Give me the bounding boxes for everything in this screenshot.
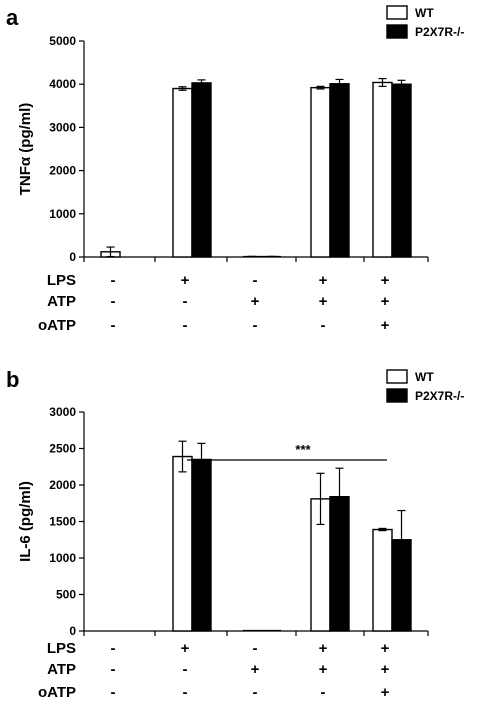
condition-mark: - <box>183 661 188 678</box>
bar-wt <box>172 87 193 258</box>
y-axis-label: TNFα (pg/ml) <box>17 103 34 196</box>
condition-mark: - <box>183 317 188 334</box>
y-tick-label: 0 <box>69 250 76 264</box>
bar-p2x7r-ko <box>191 82 212 258</box>
condition-mark: + <box>181 272 190 289</box>
condition-mark: - <box>111 684 116 701</box>
condition-name: ATP <box>47 293 76 310</box>
bar-p2x7r-ko <box>191 458 212 632</box>
condition-mark: - <box>253 640 258 657</box>
condition-mark: + <box>381 272 390 289</box>
y-tick-label: 1500 <box>49 515 76 529</box>
condition-mark: + <box>181 640 190 657</box>
legend-swatch <box>386 369 408 384</box>
condition-mark: + <box>381 640 390 657</box>
bar-wt <box>172 455 193 632</box>
y-tick-label: 0 <box>69 624 76 638</box>
condition-mark: + <box>319 293 328 310</box>
y-tick-label: 4000 <box>49 77 76 91</box>
condition-mark: + <box>381 317 390 334</box>
panel-letter: b <box>6 367 19 392</box>
legend-label: P2X7R-/- <box>415 25 464 39</box>
legend-label: WT <box>415 6 434 20</box>
condition-mark: - <box>111 293 116 310</box>
condition-mark: + <box>319 661 328 678</box>
condition-mark: - <box>321 317 326 334</box>
condition-mark: - <box>183 684 188 701</box>
legend-label: WT <box>415 370 434 384</box>
condition-mark: - <box>111 661 116 678</box>
bar-wt <box>372 81 393 258</box>
y-tick-label: 1000 <box>49 207 76 221</box>
y-tick-label: 3000 <box>49 120 76 134</box>
condition-mark: - <box>183 293 188 310</box>
condition-mark: - <box>111 272 116 289</box>
legend-swatch <box>386 24 408 39</box>
bar-wt <box>372 528 393 632</box>
condition-mark: + <box>381 661 390 678</box>
condition-mark: - <box>111 317 116 334</box>
condition-mark: + <box>251 661 260 678</box>
significance-label: *** <box>295 442 311 457</box>
condition-name: LPS <box>47 272 76 289</box>
y-tick-label: 5000 <box>49 34 76 48</box>
panel-b: b 0 500 1000 1500 2000 2500 3000 IL-6 (pg/ml) WT P… <box>6 367 464 701</box>
y-tick-label: 1000 <box>49 551 76 565</box>
condition-mark: - <box>253 272 258 289</box>
condition-mark: + <box>319 272 328 289</box>
panel-letter: a <box>6 5 19 30</box>
y-tick-label: 2500 <box>49 442 76 456</box>
condition-name: LPS <box>47 640 76 657</box>
condition-mark: + <box>381 293 390 310</box>
legend-swatch <box>386 388 408 403</box>
condition-mark: + <box>381 684 390 701</box>
condition-name: ATP <box>47 661 76 678</box>
condition-name: oATP <box>38 317 76 334</box>
condition-mark: - <box>253 317 258 334</box>
condition-name: oATP <box>38 684 76 701</box>
bar-p2x7r-ko <box>329 83 350 258</box>
condition-mark: + <box>251 293 260 310</box>
condition-mark: - <box>253 684 258 701</box>
bar-wt <box>310 86 331 258</box>
y-axis-label: IL-6 (pg/ml) <box>17 481 34 562</box>
y-tick-label: 2000 <box>49 478 76 492</box>
bar-p2x7r-ko <box>391 83 412 258</box>
legend-swatch <box>386 5 408 20</box>
legend-label: P2X7R-/- <box>415 389 464 403</box>
condition-mark: - <box>321 684 326 701</box>
y-tick-label: 500 <box>56 588 76 602</box>
y-tick-label: 3000 <box>49 405 76 419</box>
panel-a: a 0 1000 2000 3000 4000 5000 TNFα (pg/ml) WT P2X7… <box>6 5 464 334</box>
y-tick-label: 2000 <box>49 164 76 178</box>
condition-mark: + <box>319 640 328 657</box>
condition-mark: - <box>111 640 116 657</box>
